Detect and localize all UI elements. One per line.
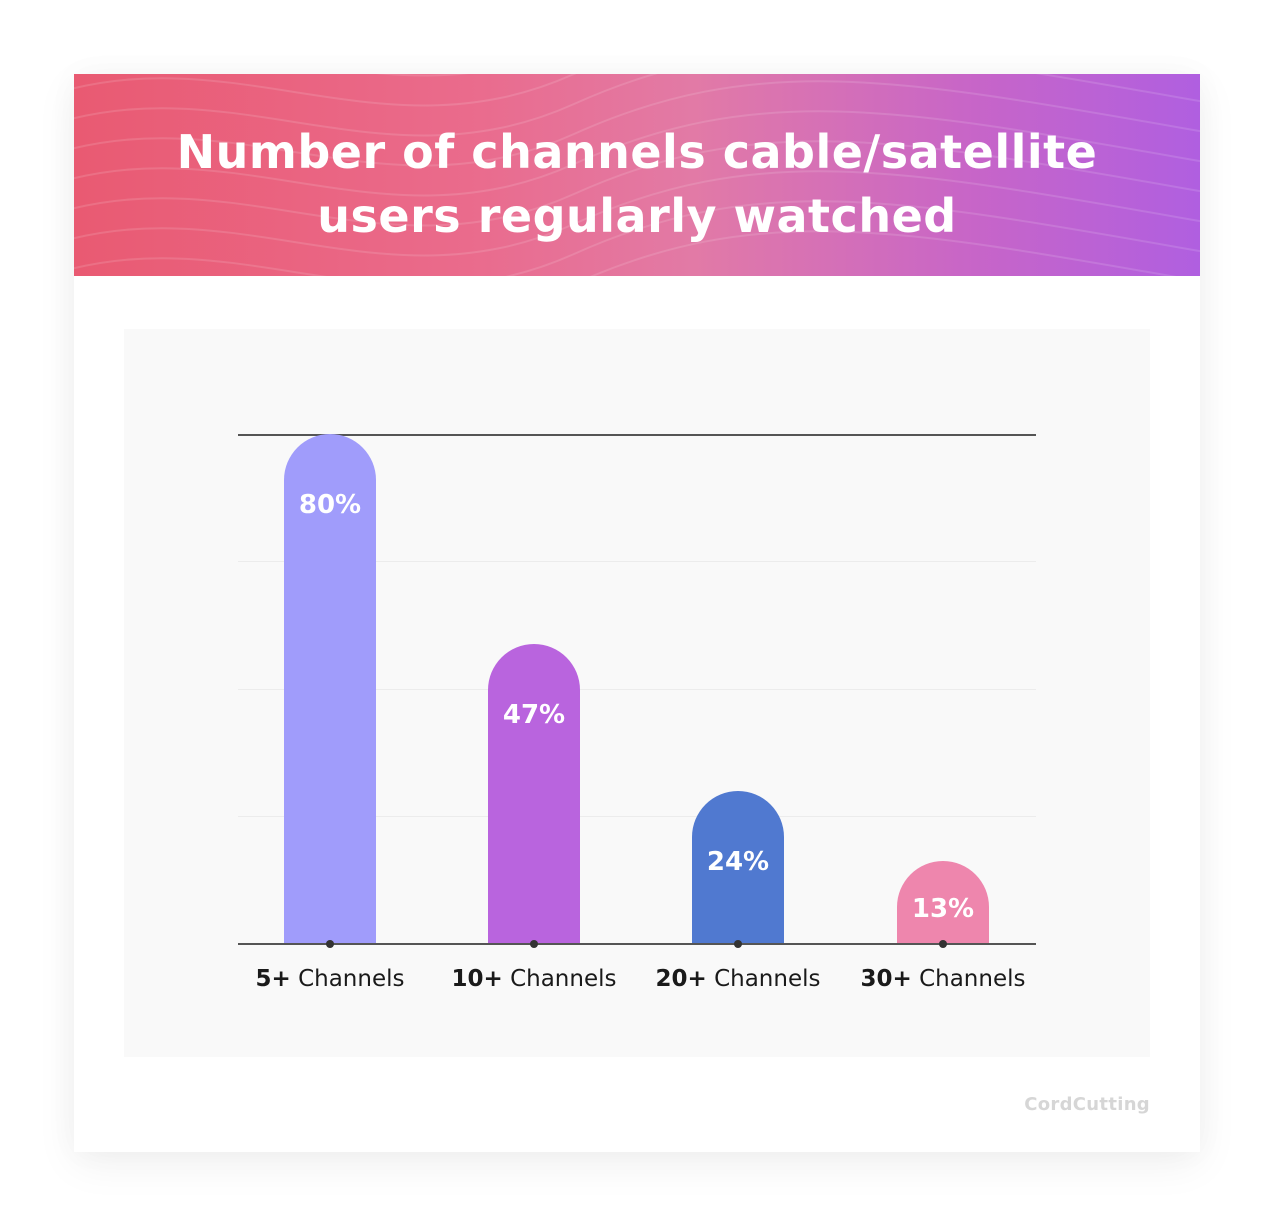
x-label-text: Channels (919, 966, 1026, 992)
bar-30-plus-channels: 13% (897, 861, 989, 944)
chart-title: Number of channels cable/satellite users… (74, 120, 1200, 248)
x-label-text: Channels (298, 966, 405, 992)
x-label-text: Channels (510, 966, 617, 992)
x-label-bold: 20+ (655, 966, 707, 992)
bar-value-label: 47% (502, 700, 566, 730)
x-axis-baseline (238, 943, 1036, 945)
x-axis-label: 10+ Channels (434, 966, 634, 992)
axis-tick-dot (734, 940, 742, 948)
bar-value-label: 80% (298, 490, 362, 520)
x-label-bold: 10+ (451, 966, 503, 992)
gridline (238, 689, 1036, 690)
chart-panel: 80% 47% 24% 13% 5+ Channels 10+ Channels… (124, 329, 1150, 1057)
title-banner: Number of channels cable/satellite users… (74, 74, 1200, 276)
bar-value-label: 13% (911, 894, 975, 924)
brand-logo: CordCutting (1024, 1094, 1150, 1115)
x-axis-label: 30+ Channels (843, 966, 1043, 992)
bar-5-plus-channels: 80% (284, 434, 376, 944)
chart-title-line-2: users regularly watched (317, 189, 957, 243)
x-label-bold: 30+ (860, 966, 912, 992)
x-label-bold: 5+ (255, 966, 291, 992)
gridline (238, 561, 1036, 562)
bar-10-plus-channels: 47% (488, 644, 580, 944)
infographic-card: Number of channels cable/satellite users… (74, 74, 1200, 1152)
bar-20-plus-channels: 24% (692, 791, 784, 944)
bar-value-label: 24% (706, 847, 770, 877)
x-axis-label: 5+ Channels (230, 966, 430, 992)
wave-pattern-decoration (74, 74, 1200, 276)
x-label-text: Channels (714, 966, 821, 992)
chart-title-line-1: Number of channels cable/satellite (176, 125, 1098, 179)
axis-tick-dot (939, 940, 947, 948)
axis-tick-dot (530, 940, 538, 948)
gridline-top (238, 434, 1036, 436)
axis-tick-dot (326, 940, 334, 948)
gridline (238, 816, 1036, 817)
x-axis-label: 20+ Channels (638, 966, 838, 992)
